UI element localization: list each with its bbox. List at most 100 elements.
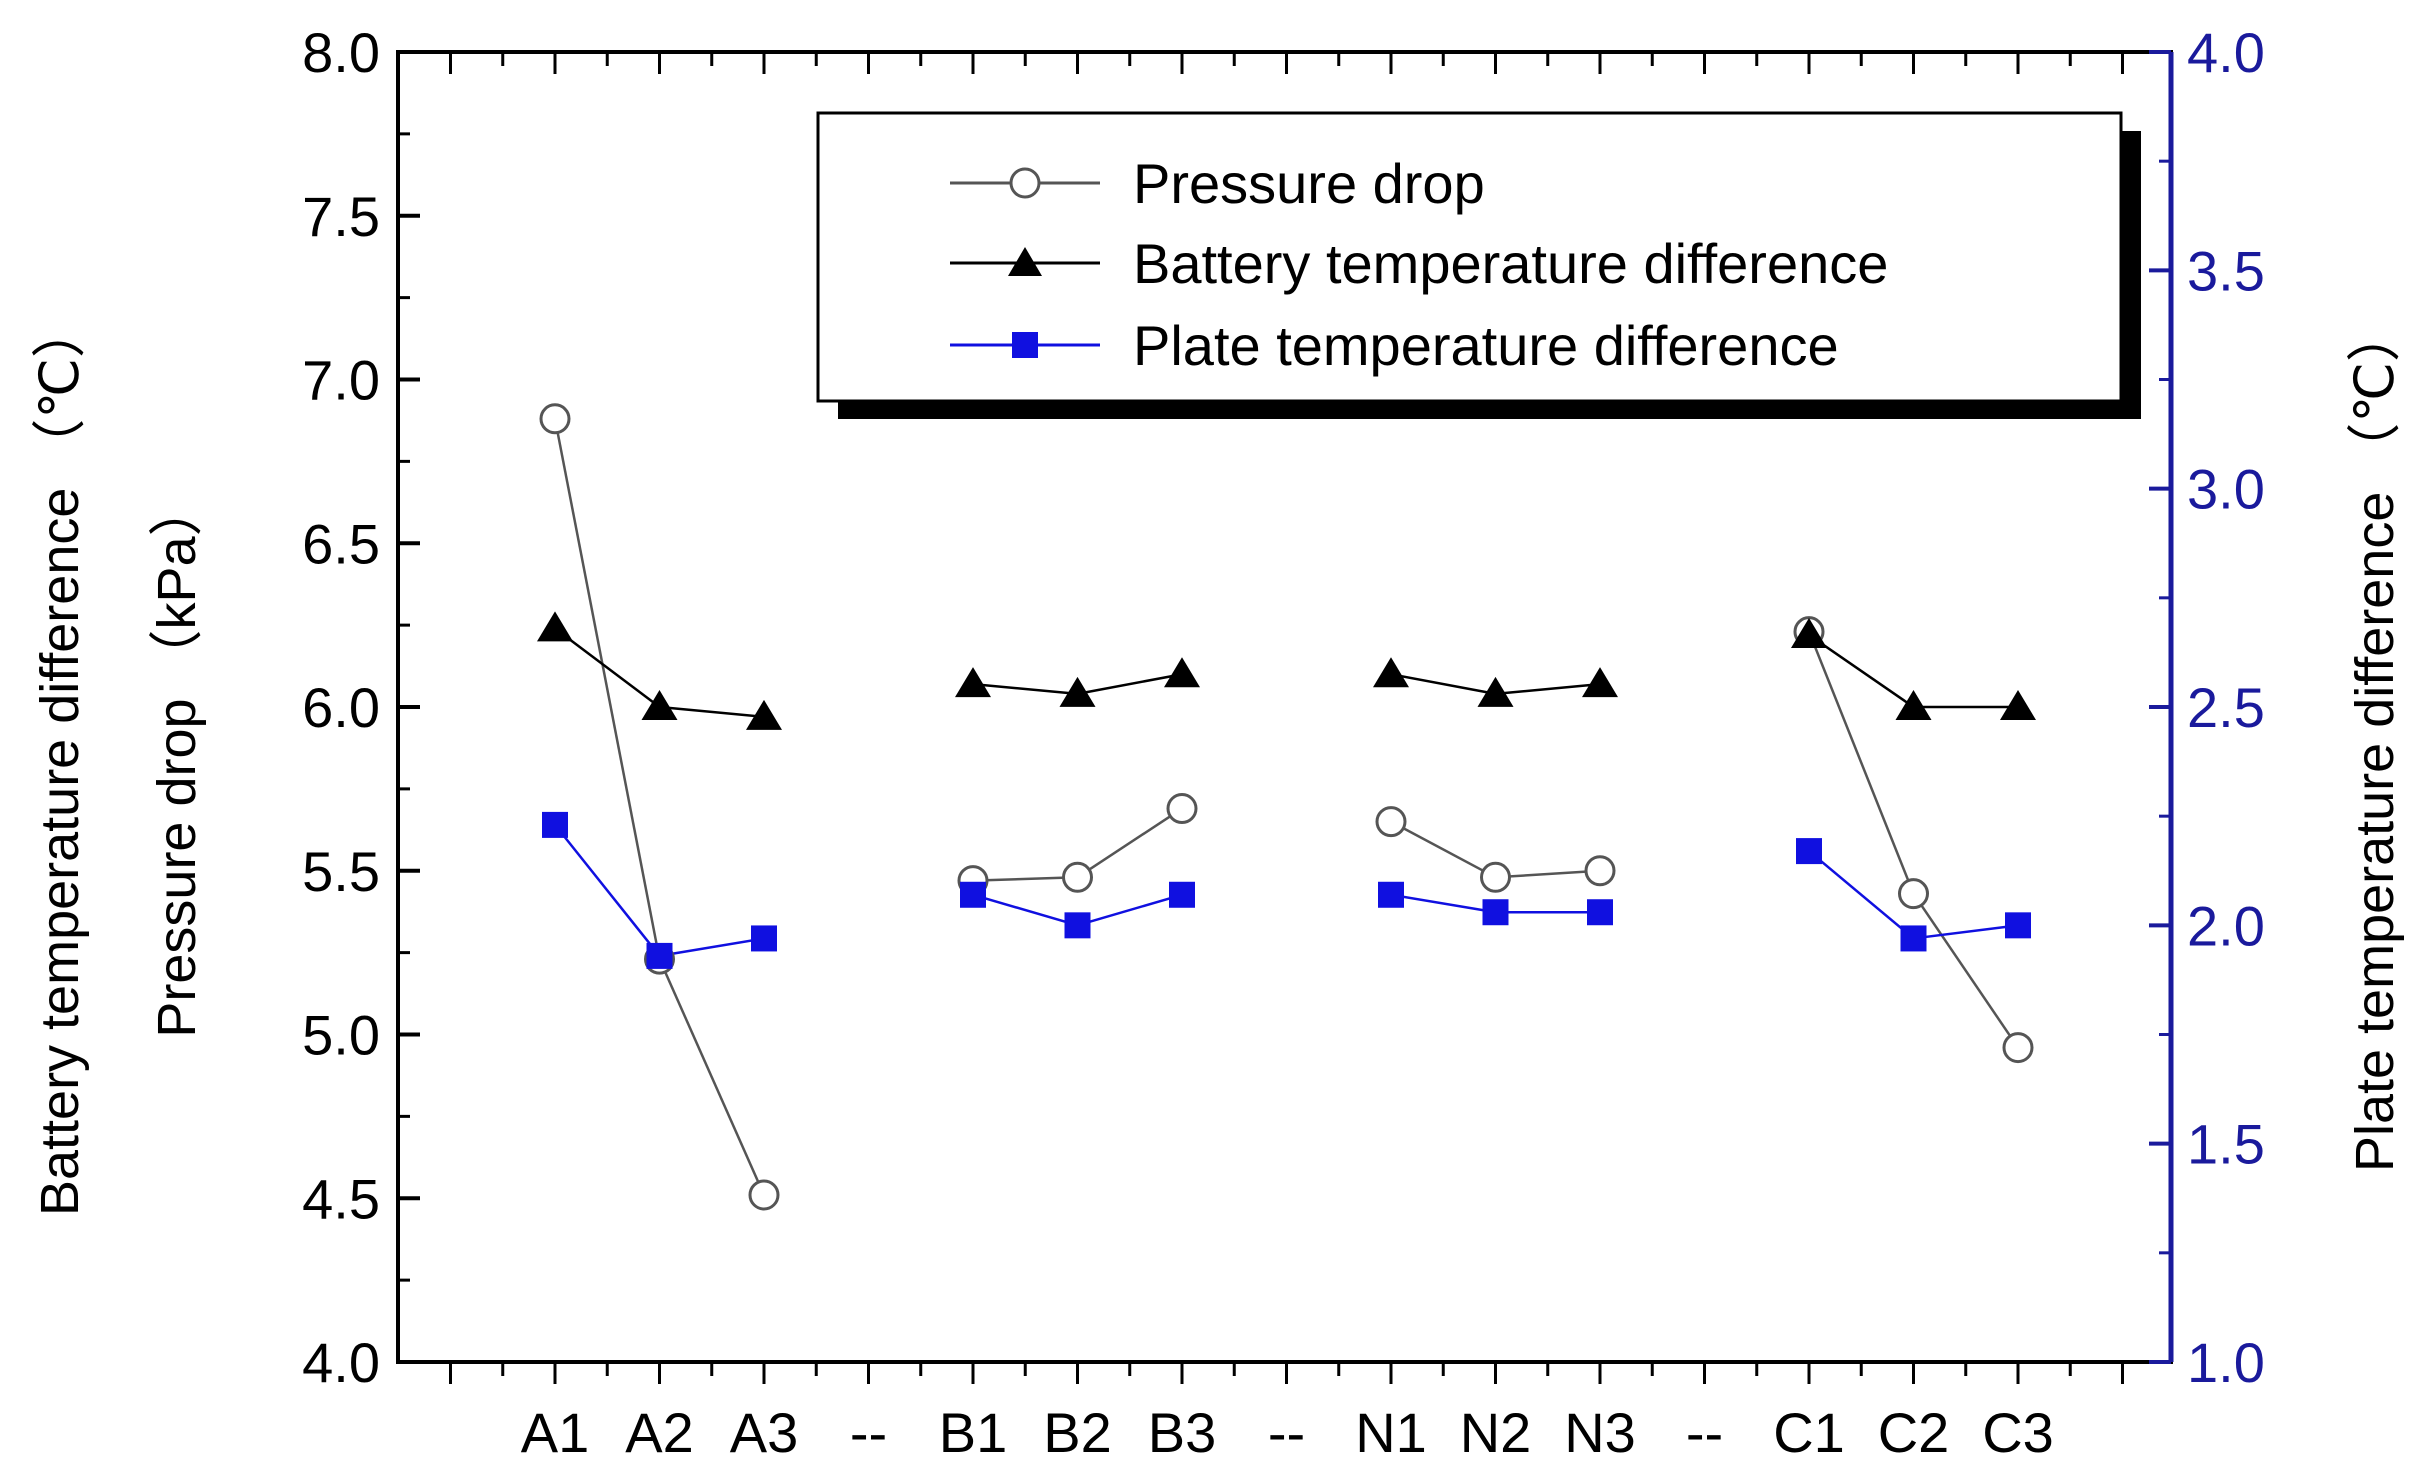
series-line-segment (1077, 893, 1183, 927)
left-tick-label: 6.5 (302, 512, 380, 575)
series-line-segment (554, 824, 661, 957)
series-line-segment (658, 958, 766, 1196)
left-tick-label: 6.0 (302, 676, 380, 739)
category-label: B3 (1148, 1401, 1217, 1464)
category-label: -- (850, 1401, 887, 1464)
series-line-segment (1495, 869, 1601, 879)
battery-temp-point (1582, 667, 1618, 698)
series-line-segment (1807, 631, 1915, 895)
left-axis-title-battery: Battery temperature difference （℃） (30, 304, 90, 1216)
series-line-segment (1808, 633, 1915, 709)
category-label: C2 (1878, 1401, 1950, 1464)
legend-label-battery: Battery temperature difference (1133, 232, 1888, 295)
plate-temp-point (751, 925, 777, 952)
category-label: C3 (1982, 1401, 2054, 1464)
pressure-drop-point (1375, 806, 1407, 838)
plate-temp-point (1796, 838, 1822, 865)
category-label: A3 (730, 1401, 799, 1464)
series-line-segment (1390, 673, 1496, 696)
category-label: N2 (1460, 1401, 1532, 1464)
pressure-drop-point (2002, 1032, 2034, 1064)
battery-temp-point (1059, 676, 1096, 707)
series-line-segment (1077, 673, 1183, 696)
category-labels: A1 A2 A3 -- B1 B2 B3 -- N1 N2 N3 -- C1 C2 C3 (521, 1401, 2054, 1464)
series-line-segment (553, 418, 661, 960)
left-tick-label: 5.5 (302, 840, 380, 903)
pressure-drop-point (1584, 855, 1616, 887)
plate-temp-point (960, 881, 986, 908)
top-axis-ticks (449, 52, 2124, 74)
right-axis-ticks: 1.0 1.5 2.0 2.5 3.0 3.5 4.0 (2149, 21, 2265, 1394)
series-line-segment (554, 627, 661, 708)
series-line-segment (1913, 924, 2019, 940)
plate-temp-point (1587, 899, 1613, 926)
category-label: N1 (1355, 1401, 1427, 1464)
series-line-segment (659, 937, 765, 958)
category-label: B2 (1043, 1401, 1112, 1464)
pressure-drop-point (1062, 861, 1093, 893)
battery-temp-point (1477, 676, 1514, 707)
legend-marker-plate (1012, 332, 1038, 358)
battery-temp-point (2000, 690, 2036, 720)
series-line-segment (1076, 807, 1183, 879)
battery-temp-point (1164, 657, 1200, 688)
battery-temp-point (1895, 690, 1932, 720)
battery-temp-point (537, 611, 573, 642)
right-tick-label: 2.5 (2187, 676, 2265, 739)
legend-marker-battery (1008, 247, 1042, 276)
legend-label-plate: Plate temperature difference (1133, 314, 1839, 377)
left-axis-title-pressure: Pressure drop （kPa） (147, 482, 207, 1037)
category-label: B1 (939, 1401, 1008, 1464)
pressure-drop-point (1166, 793, 1198, 825)
right-tick-label: 2.0 (2187, 894, 2265, 957)
series-layer (537, 403, 2036, 1211)
series-line-segment (1390, 893, 1496, 914)
plate-temp-point (646, 942, 673, 969)
left-tick-label: 7.0 (302, 349, 380, 412)
right-tick-label: 1.5 (2187, 1113, 2265, 1176)
legend-marker-pressure (1009, 167, 1041, 199)
plate-temp-point (1169, 881, 1195, 908)
category-label: A1 (521, 1401, 590, 1464)
category-label: -- (1686, 1401, 1723, 1464)
plate-temp-point (1482, 899, 1509, 926)
bottom-axis-ticks (449, 1362, 2124, 1384)
plate-temp-point (1378, 881, 1404, 908)
battery-temp-point (1373, 657, 1409, 688)
battery-temp-point (746, 699, 782, 730)
battery-temp-point (955, 667, 991, 698)
left-tick-label: 4.5 (302, 1167, 380, 1230)
pressure-drop-point (539, 403, 571, 435)
pressure-drop-point (748, 1179, 780, 1211)
series-line-segment (972, 876, 1078, 882)
legend: Pressure drop Battery temperature differ… (816, 111, 2141, 419)
battery-temp-point (641, 690, 678, 720)
series-line-segment (1808, 850, 1915, 940)
left-tick-label: 5.0 (302, 1004, 380, 1067)
series-line-segment (972, 893, 1078, 927)
legend-label-pressure: Pressure drop (1133, 152, 1485, 215)
right-tick-label: 3.0 (2187, 458, 2265, 521)
plate-temp-point (1064, 912, 1091, 939)
category-label: -- (1268, 1401, 1305, 1464)
category-label: C1 (1773, 1401, 1845, 1464)
right-tick-label: 1.0 (2187, 1331, 2265, 1394)
pressure-drop-point (1480, 861, 1511, 893)
plate-temp-point (1900, 925, 1927, 952)
left-tick-label: 4.0 (302, 1331, 380, 1394)
right-tick-label: 4.0 (2187, 21, 2265, 84)
series-line-segment (1495, 682, 1601, 696)
battery-temp-point (1791, 617, 1827, 648)
category-label: A2 (625, 1401, 694, 1464)
series-line-segment (1390, 820, 1497, 879)
left-tick-label: 8.0 (302, 21, 380, 84)
plate-temp-point (2005, 912, 2031, 939)
pressure-drop-point (1898, 878, 1929, 910)
series-line-segment (1912, 892, 2020, 1049)
right-axis-title: Plate temperature difference （℃） (2345, 308, 2405, 1172)
right-tick-label: 3.5 (2187, 239, 2265, 302)
series-line-segment (659, 705, 765, 719)
series-line-segment (972, 682, 1078, 696)
left-axis-ticks: 4.0 4.5 5.0 5.5 6.0 6.5 7.0 7.5 8.0 (302, 21, 420, 1394)
